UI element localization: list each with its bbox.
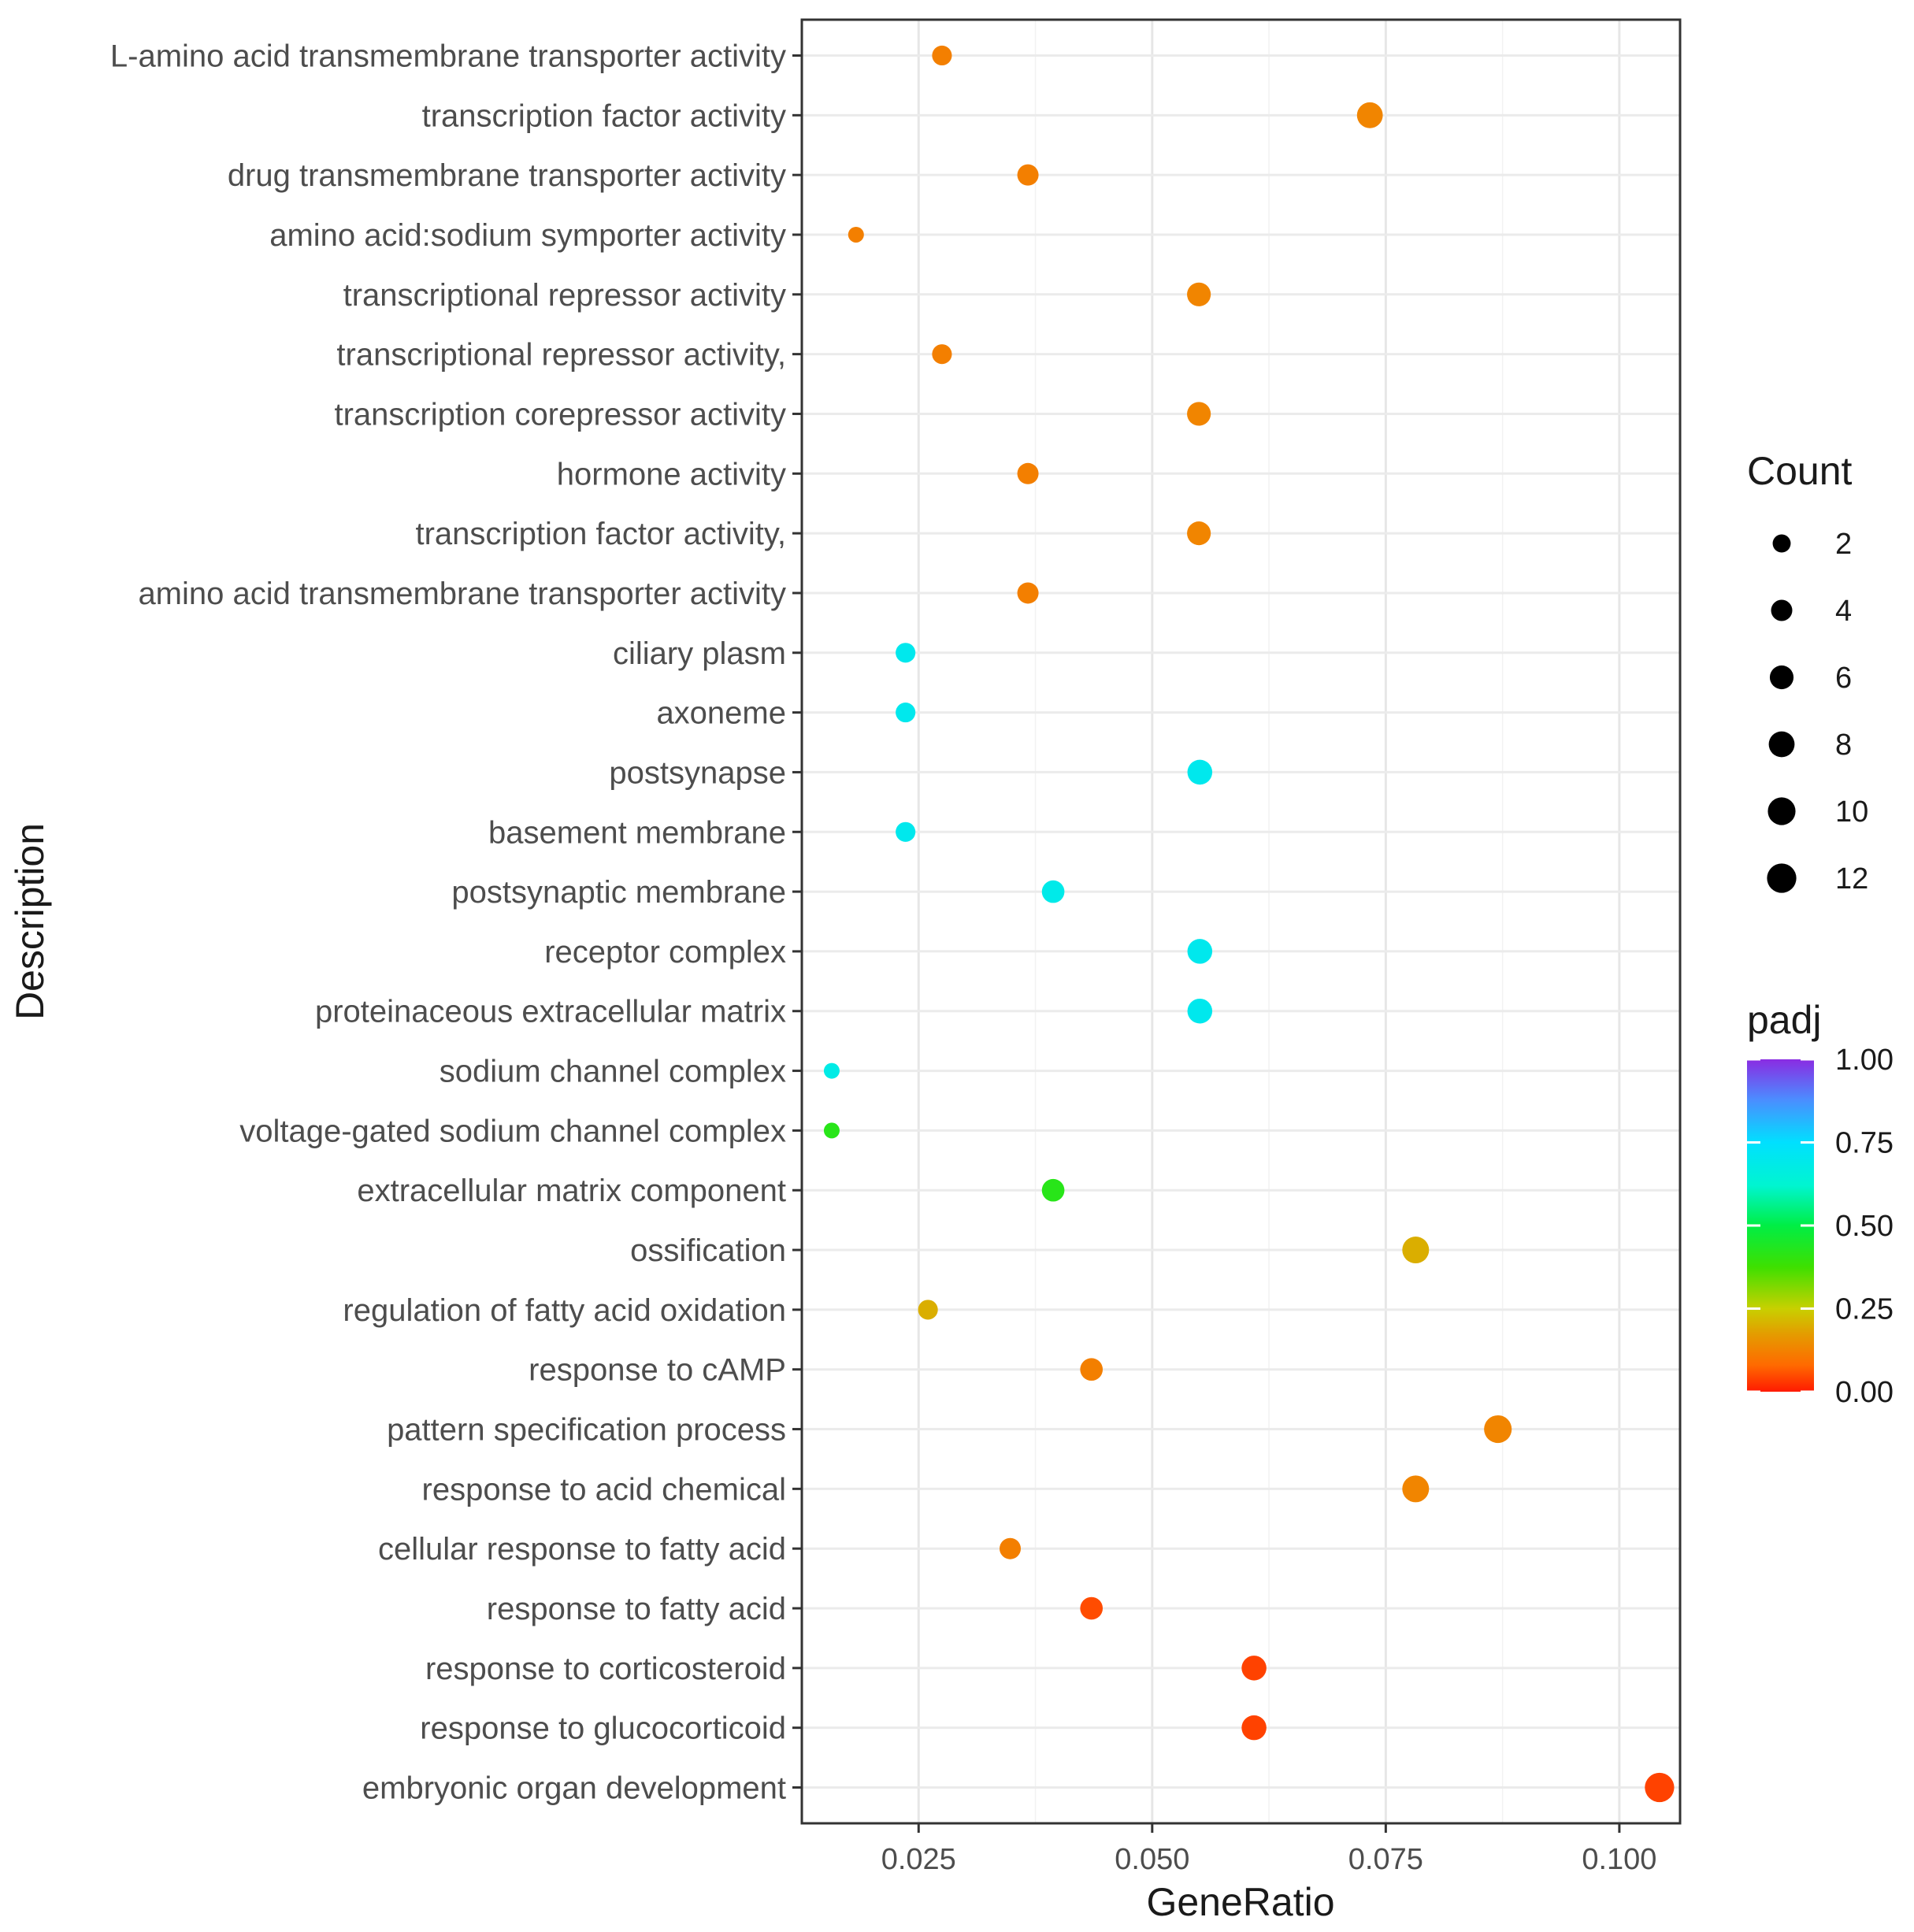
data-point	[823, 1122, 840, 1139]
data-point	[1080, 1358, 1104, 1381]
size-legend-title: Count	[1747, 449, 1853, 493]
data-point	[1000, 1537, 1022, 1559]
size-legend-key	[1767, 797, 1796, 825]
data-point	[1187, 402, 1211, 426]
data-point	[1187, 998, 1213, 1024]
data-point	[1402, 1237, 1430, 1264]
y-tick-label: postsynapse	[609, 755, 786, 790]
y-tick-label: transcription factor activity	[422, 98, 786, 133]
data-point	[1041, 1178, 1065, 1202]
size-legend-key	[1772, 534, 1791, 553]
y-tick-label: response to fatty acid	[487, 1592, 786, 1626]
y-tick-label: transcription corepressor activity	[334, 397, 786, 432]
data-point	[932, 344, 952, 365]
y-axis: L-amino acid transmembrane transporter a…	[110, 39, 802, 1806]
size-legend-label: 2	[1835, 528, 1852, 561]
x-tick-label: 0.075	[1348, 1843, 1423, 1876]
y-tick-label: cellular response to fatty acid	[378, 1532, 786, 1567]
y-tick-label: response to cAMP	[529, 1353, 786, 1388]
size-legend-label: 4	[1835, 595, 1852, 628]
y-tick-label: voltage-gated sodium channel complex	[239, 1114, 786, 1148]
y-tick-label: response to corticosteroid	[425, 1652, 786, 1686]
colorbar-label: 0.00	[1835, 1376, 1894, 1409]
panel-border	[800, 18, 1682, 1825]
y-tick-label: sodium channel complex	[440, 1055, 786, 1089]
y-tick-label: ossification	[630, 1233, 786, 1268]
data-point	[1187, 939, 1213, 964]
data-point	[918, 1300, 938, 1320]
data-point	[896, 821, 916, 842]
data-point	[1187, 759, 1213, 785]
y-tick-label: extracellular matrix component	[357, 1174, 786, 1208]
size-legend-label: 6	[1835, 662, 1852, 695]
panel-background	[802, 20, 1680, 1823]
y-tick-label: transcription factor activity,	[415, 517, 786, 551]
data-point	[1241, 1715, 1267, 1741]
data-point	[1241, 1656, 1267, 1681]
y-tick-label: ciliary plasm	[613, 636, 786, 671]
x-tick-label: 0.025	[881, 1843, 956, 1876]
data-point	[1017, 462, 1039, 484]
y-tick-label: L-amino acid transmembrane transporter a…	[110, 39, 786, 73]
x-tick-label: 0.100	[1582, 1843, 1656, 1876]
y-tick-label: response to glucocorticoid	[420, 1711, 786, 1746]
y-tick-label: transcriptional repressor activity,	[336, 338, 786, 373]
color-legend: padj 1.00 0.75 0.50 0.25 0.00	[1747, 998, 1894, 1409]
data-point	[1187, 521, 1211, 546]
grid	[802, 20, 1680, 1823]
data-point	[1080, 1596, 1104, 1620]
y-tick-label: receptor complex	[544, 935, 786, 970]
colorbar-label: 1.00	[1835, 1044, 1894, 1077]
data-point	[1356, 102, 1383, 128]
data-point	[823, 1062, 840, 1079]
data-point	[1017, 582, 1039, 604]
y-tick-label: amino acid:sodium symporter activity	[269, 218, 786, 253]
y-tick-label: pattern specification process	[387, 1413, 786, 1448]
color-legend-title: padj	[1747, 998, 1822, 1042]
size-legend-key	[1771, 599, 1793, 621]
y-tick-label: basement membrane	[488, 815, 786, 850]
y-tick-label: response to acid chemical	[422, 1472, 786, 1507]
y-tick-label: axoneme	[656, 696, 786, 731]
x-tick-label: 0.050	[1115, 1843, 1189, 1876]
y-tick-label: hormone activity	[557, 457, 786, 491]
data-point	[1041, 880, 1065, 903]
y-tick-label: drug transmembrane transporter activity	[228, 158, 786, 193]
size-legend-key	[1769, 665, 1794, 690]
size-legend-label: 8	[1835, 729, 1852, 762]
colorbar-label: 0.75	[1835, 1127, 1894, 1160]
data-point	[1645, 1772, 1675, 1803]
y-tick-label: proteinaceous extracellular matrix	[315, 995, 786, 1029]
y-tick-label: embryonic organ development	[362, 1771, 786, 1806]
size-legend-label: 10	[1835, 795, 1868, 829]
colorbar-label: 0.50	[1835, 1210, 1894, 1243]
data-point	[896, 703, 916, 723]
x-axis-title: GeneRatio	[1146, 1880, 1334, 1924]
y-tick-label: amino acid transmembrane transporter act…	[138, 577, 786, 611]
data-point	[1017, 164, 1039, 186]
y-tick-label: postsynaptic membrane	[451, 875, 786, 910]
data-point	[1402, 1475, 1430, 1503]
data-point	[896, 643, 916, 663]
data-point	[1484, 1415, 1512, 1444]
plot-panel	[800, 18, 1682, 1825]
x-axis: 0.025 0.050 0.075 0.100	[881, 1823, 1656, 1876]
data-point	[848, 226, 864, 243]
data-point	[1187, 282, 1211, 306]
size-legend-key	[1767, 863, 1797, 893]
y-tick-label: transcriptional repressor activity	[343, 278, 786, 313]
y-axis-title: Description	[8, 823, 52, 1020]
y-tick-label: regulation of fatty acid oxidation	[343, 1293, 786, 1328]
data-point	[932, 45, 952, 66]
size-legend: Count 2 4 6 8 10 12	[1747, 449, 1868, 896]
points-layer	[823, 45, 1675, 1803]
size-legend-label: 12	[1835, 862, 1868, 896]
colorbar-label: 0.25	[1835, 1293, 1894, 1326]
size-legend-key	[1768, 731, 1795, 758]
